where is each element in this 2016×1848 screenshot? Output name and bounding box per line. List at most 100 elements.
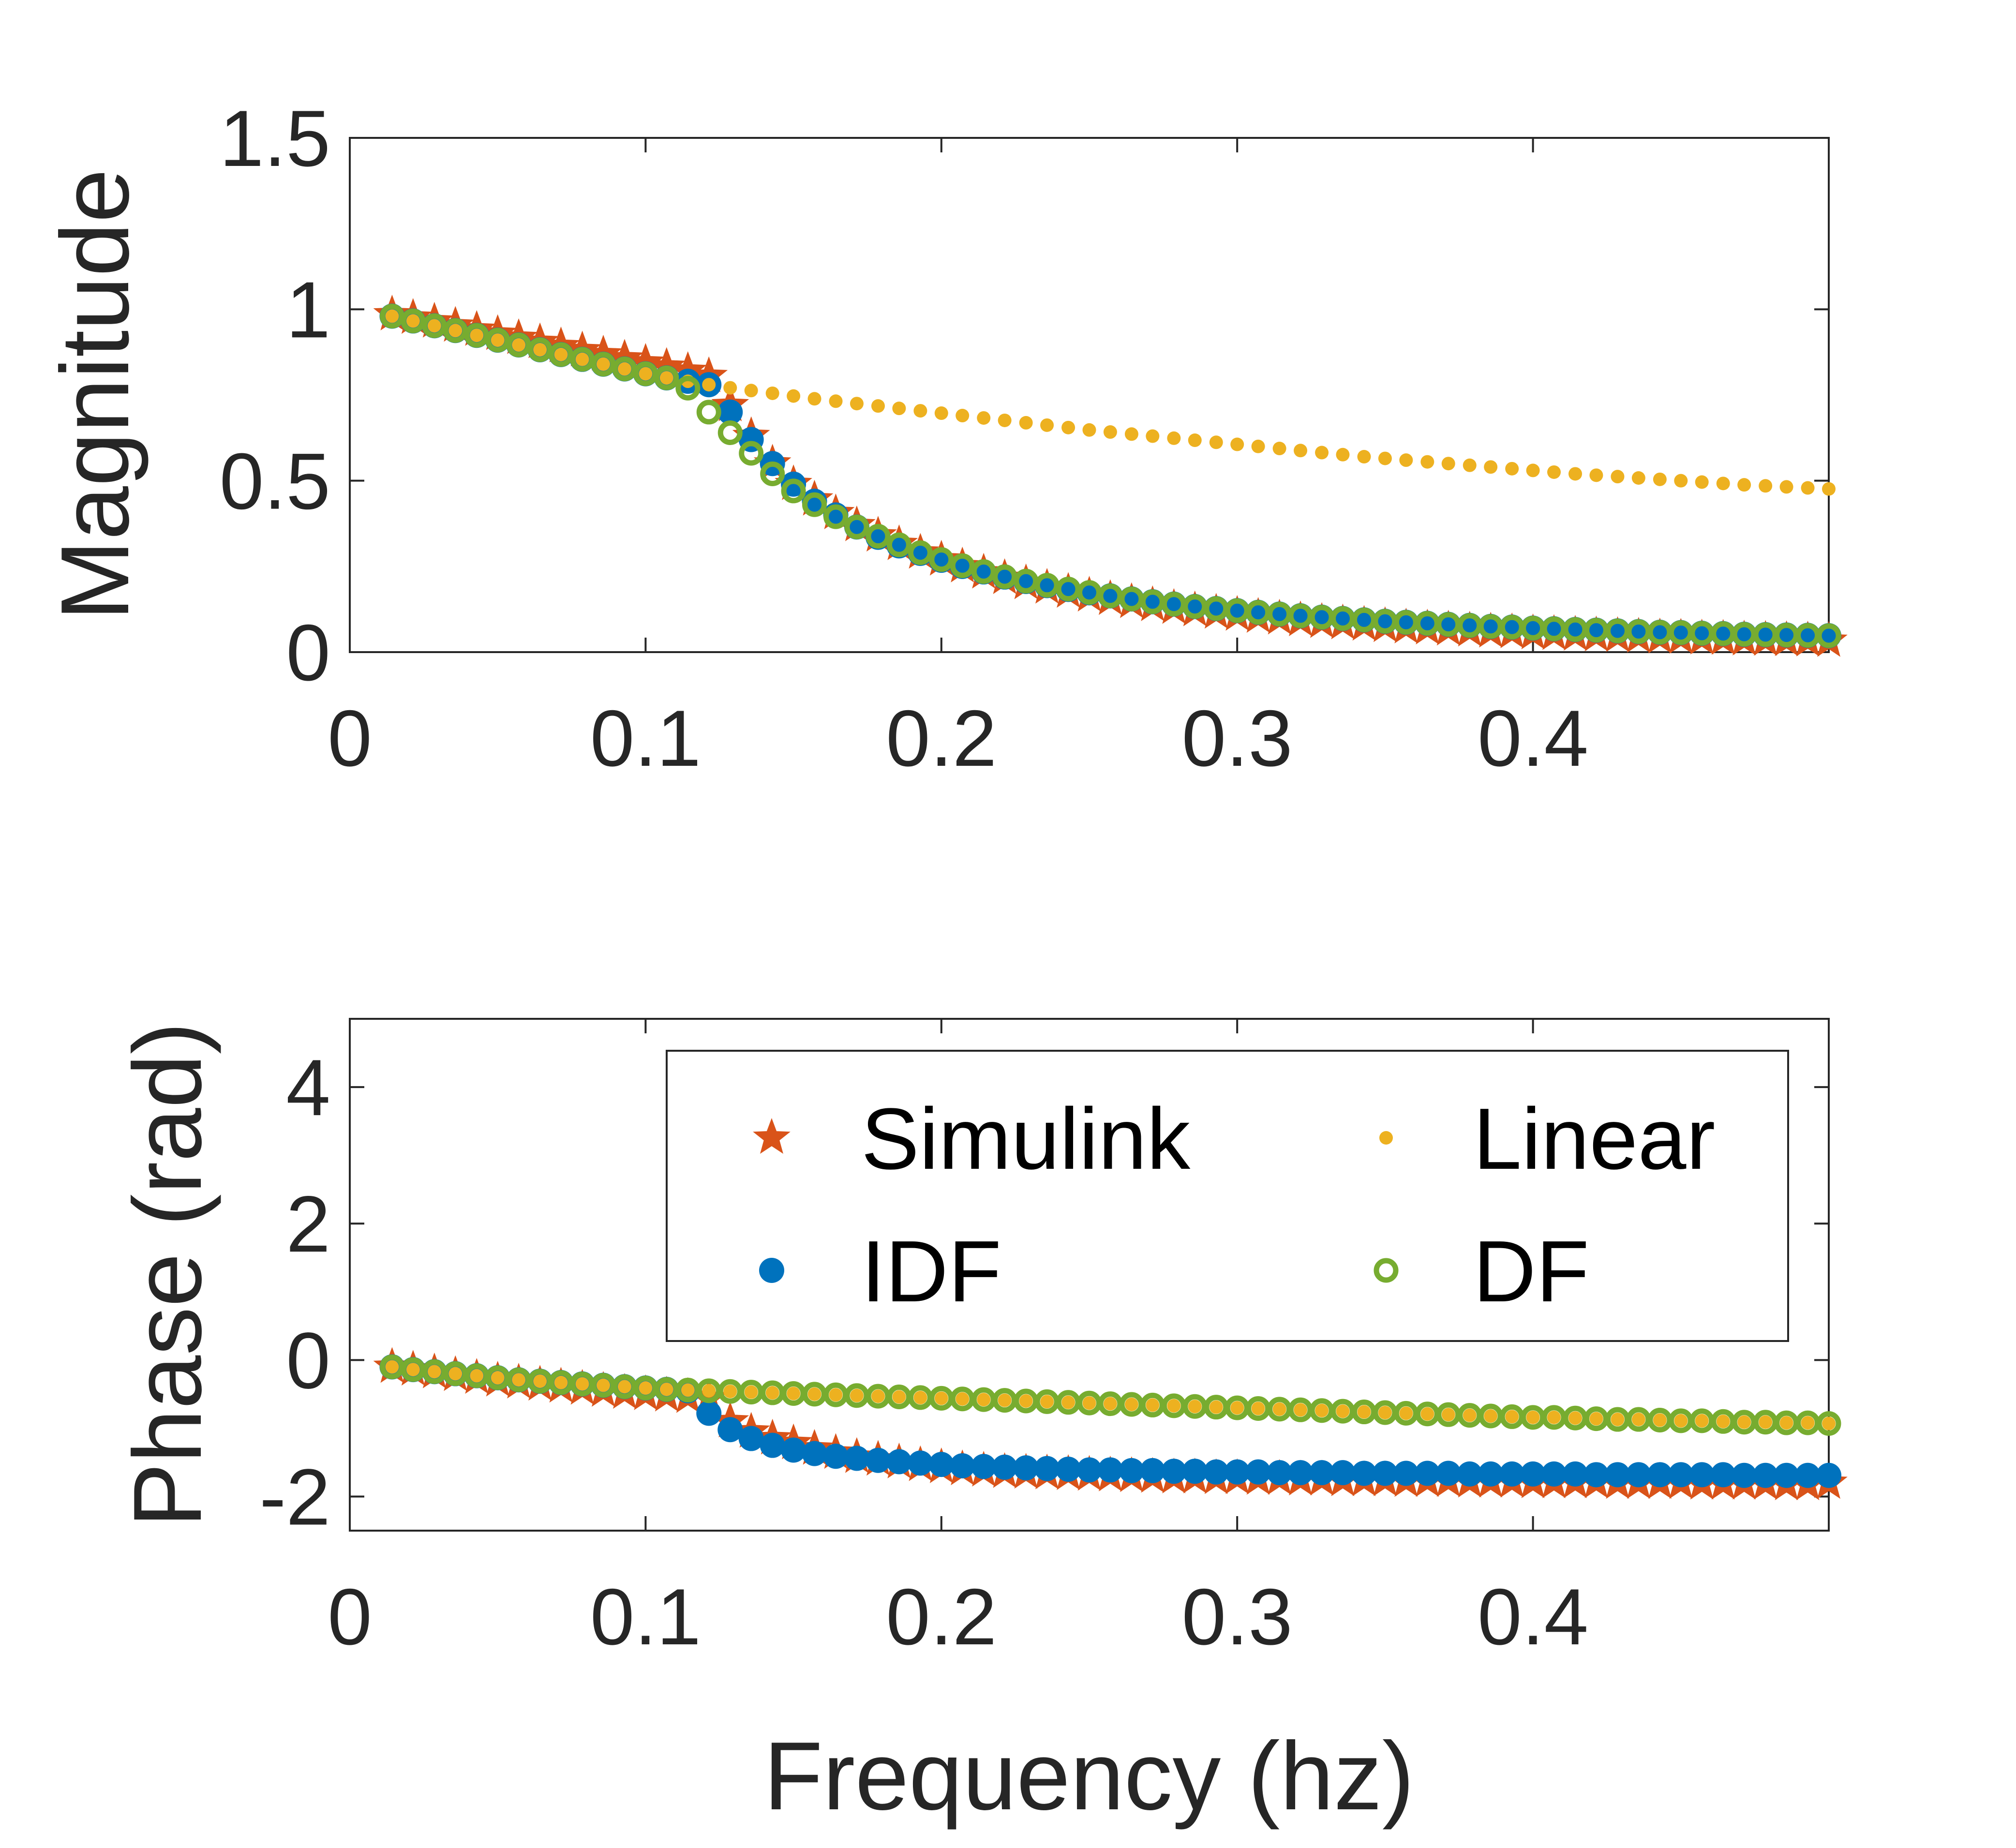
phase-linear-point	[406, 1363, 420, 1377]
phase-idf-point	[781, 1437, 806, 1463]
legend-marker-simulink	[753, 1118, 791, 1154]
phase-y-axis-title: Phase (rad)	[114, 1022, 222, 1528]
phase-linear-point	[385, 1360, 399, 1374]
phase-idf-point	[1393, 1461, 1419, 1486]
magnitude-linear-point	[1779, 480, 1793, 494]
phase-idf-point	[1013, 1455, 1039, 1481]
magnitude-linear-point	[702, 378, 716, 392]
magnitude-linear-point	[1568, 467, 1583, 481]
magnitude-linear-point	[1674, 474, 1688, 488]
phase-linear-point	[829, 1388, 843, 1402]
phase-linear-point	[1420, 1407, 1434, 1421]
phase-linear-point	[1357, 1405, 1371, 1419]
phase-linear-point	[1611, 1413, 1625, 1427]
phase-idf-point	[1161, 1459, 1187, 1484]
phase-idf-point	[886, 1449, 912, 1475]
phase-idf-point	[865, 1447, 891, 1473]
magnitude-df-point	[760, 461, 785, 486]
magnitude-linear-point	[787, 389, 801, 403]
phase-linear-point	[533, 1374, 547, 1388]
magnitude-linear-point	[596, 357, 610, 371]
phase-xtick-label: 0.1	[590, 1572, 701, 1661]
magnitude-series-linear	[385, 309, 1836, 496]
phase-idf-point	[971, 1454, 997, 1479]
magnitude-linear-point	[829, 394, 843, 408]
phase-linear-point	[1167, 1399, 1181, 1413]
phase-idf-point	[1330, 1460, 1356, 1486]
magnitude-linear-point	[871, 399, 885, 413]
phase-idf-point	[1056, 1457, 1081, 1482]
magnitude-xtick-label: 0.1	[590, 694, 701, 783]
phase-linear-point	[1209, 1400, 1223, 1414]
magnitude-idf-point	[717, 399, 743, 425]
phase-linear-point	[871, 1389, 885, 1403]
phase-linear-point	[1082, 1396, 1096, 1410]
phase-idf-point	[1435, 1461, 1461, 1486]
magnitude-linear-point	[1230, 437, 1244, 451]
phase-linear-point	[1441, 1408, 1455, 1422]
magnitude-linear-point	[1082, 423, 1096, 437]
phase-linear-point	[659, 1382, 673, 1396]
phase-idf-point	[950, 1453, 975, 1478]
phase-idf-point	[1774, 1462, 1799, 1488]
phase-linear-point	[1737, 1415, 1751, 1429]
magnitude-ytick-label: 1	[286, 265, 330, 354]
phase-idf-point	[1245, 1459, 1271, 1485]
phase-linear-point	[1674, 1414, 1688, 1428]
magnitude-panel: 0 0.5 1 1.5 0 0.1 0.2 0.3 0.4 Magnitude	[41, 94, 1848, 783]
phase-idf-point	[1499, 1461, 1525, 1487]
phase-idf-point	[760, 1432, 785, 1458]
phase-ytick-label: -2	[259, 1452, 330, 1541]
magnitude-linear-point	[1146, 429, 1160, 443]
legend-markers	[753, 1118, 1399, 1283]
legend-marker-df	[1374, 1258, 1399, 1283]
magnitude-df-point	[443, 318, 468, 343]
magnitude-df-point	[802, 492, 827, 517]
magnitude-df-point	[971, 559, 996, 584]
magnitude-linear-point	[1378, 451, 1392, 465]
phase-linear-point	[491, 1371, 505, 1385]
magnitude-linear-point	[1631, 471, 1645, 485]
phase-linear-point	[617, 1380, 631, 1394]
magnitude-linear-point	[470, 328, 484, 343]
magnitude-linear-point	[491, 333, 505, 347]
phase-idf-point	[1034, 1456, 1060, 1481]
phase-idf-point	[1097, 1457, 1123, 1483]
phase-linear-point	[470, 1369, 484, 1383]
phase-idf-point	[1119, 1458, 1144, 1483]
magnitude-linear-point	[1209, 435, 1223, 449]
magnitude-df-point	[1816, 623, 1841, 648]
phase-idf-point	[717, 1417, 743, 1443]
phase-linear-point	[1103, 1397, 1117, 1411]
phase-idf-point	[1140, 1458, 1165, 1483]
magnitude-xtick-label: 0.2	[886, 694, 997, 783]
phase-linear-point	[1568, 1411, 1583, 1425]
phase-linear-point	[1484, 1409, 1498, 1423]
magnitude-linear-point	[892, 402, 906, 416]
magnitude-linear-point	[1061, 420, 1075, 434]
magnitude-linear-point	[723, 381, 737, 395]
phase-idf-point	[1689, 1462, 1715, 1488]
magnitude-linear-point	[1103, 425, 1117, 439]
phase-linear-point	[1188, 1400, 1202, 1414]
phase-idf-point	[1203, 1459, 1229, 1485]
phase-linear-point	[1779, 1416, 1793, 1430]
legend-marker-idf	[759, 1258, 784, 1283]
magnitude-linear-point	[1188, 433, 1202, 447]
phase-linear-point	[1146, 1398, 1160, 1412]
magnitude-linear-point	[977, 411, 991, 425]
magnitude-linear-point	[1315, 446, 1329, 460]
magnitude-series-df	[379, 304, 1841, 648]
magnitude-linear-point	[406, 314, 420, 328]
magnitude-linear-point	[1463, 458, 1477, 472]
phase-linear-point	[1124, 1398, 1138, 1412]
phase-idf-point	[1816, 1462, 1841, 1488]
phase-linear-point	[596, 1378, 610, 1392]
magnitude-linear-point	[1801, 481, 1815, 495]
magnitude-linear-point	[575, 352, 589, 366]
magnitude-df-point	[992, 564, 1017, 589]
phase-linear-point	[934, 1391, 948, 1405]
magnitude-df-point	[717, 420, 743, 445]
phase-linear-point	[575, 1377, 589, 1391]
magnitude-linear-point	[617, 362, 631, 376]
